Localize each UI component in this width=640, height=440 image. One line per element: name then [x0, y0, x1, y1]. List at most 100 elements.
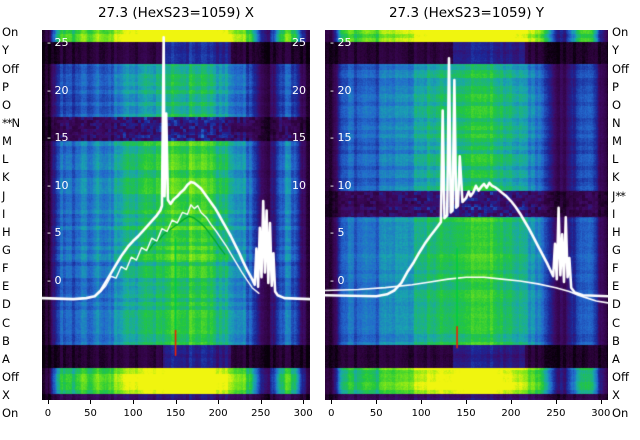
- selected-channel-marker: **: [2, 116, 12, 131]
- channel-label-text: Y: [2, 43, 10, 58]
- channel-label-text: H: [612, 224, 621, 239]
- left-channel-column: On Y Off P O ** N M L K J I H G F E D C B A Off X On: [2, 24, 40, 423]
- channel-label-text: M: [612, 134, 622, 149]
- channel-label-text: G: [612, 243, 621, 257]
- x-tick-label: 0: [328, 408, 335, 419]
- channel-label-text: On: [2, 406, 19, 421]
- channel-label-left-10-I: I: [2, 205, 40, 223]
- channel-label-right-9-J: J **: [612, 187, 639, 205]
- channel-label-left-8-K: K: [2, 169, 40, 187]
- channel-label-text: K: [612, 170, 620, 185]
- channel-label-text: K: [2, 170, 10, 185]
- x-tick-label: 300: [591, 408, 611, 419]
- x-tick-label: 200: [208, 408, 228, 419]
- channel-label-left-13-F: F: [2, 260, 40, 278]
- channel-label-text: On: [612, 25, 629, 40]
- x-tick-mark: [47, 400, 49, 404]
- x-tick-label: 250: [251, 408, 271, 419]
- channel-label-text: Off: [612, 369, 629, 384]
- channel-label-text: F: [2, 261, 9, 276]
- x-tick-label: 100: [123, 408, 143, 419]
- x-tick-label: 250: [546, 408, 566, 419]
- y-tick-label: - 0: [47, 274, 62, 287]
- channel-label-text: On: [2, 25, 19, 40]
- x-tick-mark: [175, 400, 177, 404]
- y-tick-label: - 20: [330, 83, 352, 97]
- channel-label-right-14-E: E: [612, 278, 639, 296]
- channel-label-right-2-Off: Off: [612, 60, 639, 78]
- channel-label-right-12-G: G: [612, 242, 639, 260]
- channel-label-left-20-X: X: [2, 387, 40, 405]
- y-tick-label: - 10: [330, 178, 352, 192]
- heatmap-canvas-x: [42, 30, 310, 400]
- channel-label-left-11-H: H: [2, 224, 40, 242]
- channel-label-left-2-Off: Off: [2, 60, 40, 78]
- channel-label-text: A: [612, 351, 620, 366]
- channel-label-text: D: [2, 297, 11, 312]
- heatmap-canvas-y: [325, 30, 608, 400]
- channel-label-text: C: [612, 315, 621, 330]
- channel-label-text: B: [612, 333, 620, 348]
- x-tick-mark: [218, 400, 220, 404]
- x-tick-mark: [331, 400, 333, 404]
- channel-label-right-16-C: C: [612, 314, 639, 332]
- channel-label-left-6-M: M: [2, 133, 40, 151]
- channel-label-right-3-P: P: [612, 78, 639, 96]
- y-tick-label-right: 25: [292, 36, 306, 49]
- y-tick-label-right: 20: [292, 83, 306, 97]
- x-tick-mark: [600, 400, 602, 404]
- channel-label-left-19-Off: Off: [2, 369, 40, 387]
- panel-title-y: 27.3 (HexS23=1059) Y: [388, 5, 545, 21]
- channel-label-text: D: [612, 297, 621, 312]
- channel-label-text: L: [2, 152, 9, 167]
- y-tick-label: - 15: [47, 131, 69, 145]
- channel-label-text: J: [2, 188, 6, 203]
- x-tick-mark: [466, 400, 468, 404]
- y-tick-label: - 0: [330, 274, 345, 287]
- channel-label-right-20-X: X: [612, 387, 639, 405]
- y-tick-label-right: 15: [292, 131, 306, 145]
- channel-label-left-5-N: ** N: [2, 115, 40, 133]
- channel-label-text: N: [612, 116, 621, 131]
- channel-label-left-9-J: J: [2, 187, 40, 205]
- channel-label-left-17-B: B: [2, 332, 40, 350]
- channel-label-text: Off: [612, 61, 629, 76]
- channel-label-left-15-D: D: [2, 296, 40, 314]
- channel-label-left-4-O: O: [2, 97, 40, 115]
- channel-label-right-8-K: K: [612, 169, 639, 187]
- channel-label-right-21-On: On: [612, 405, 639, 423]
- channel-label-right-1-Y: Y: [612, 42, 639, 60]
- y-tick-label-right: 10: [292, 178, 306, 192]
- channel-label-text: A: [2, 351, 10, 366]
- heatmap-panel-y: - 25 - 20 - 15 - 10 - 5 - 0 0 50 100 150 200 250 300: [325, 30, 610, 419]
- channel-label-text: X: [2, 388, 10, 403]
- channel-label-right-5-N: N: [612, 115, 639, 133]
- channel-label-right-18-A: A: [612, 351, 639, 369]
- channel-label-text: Off: [2, 61, 19, 76]
- channel-label-text: N: [11, 116, 21, 131]
- selected-channel-marker: **: [615, 188, 625, 203]
- channel-label-text: C: [2, 315, 11, 330]
- channel-label-left-0-On: On: [2, 24, 40, 42]
- x-tick-label: 50: [84, 408, 97, 419]
- channel-label-left-3-P: P: [2, 78, 40, 96]
- channel-label-right-4-O: O: [612, 97, 639, 115]
- channel-label-right-19-Off: Off: [612, 369, 639, 387]
- channel-label-text: Y: [612, 43, 620, 58]
- channel-label-text: B: [2, 333, 10, 348]
- x-tick-label: 300: [293, 408, 313, 419]
- x-tick-mark: [133, 400, 135, 404]
- channel-label-right-7-L: L: [612, 151, 639, 169]
- channel-label-text: J: [612, 188, 616, 203]
- channel-label-text: O: [2, 97, 12, 112]
- channel-label-left-18-A: A: [2, 351, 40, 369]
- channel-label-text: P: [2, 79, 9, 94]
- x-tick-mark: [510, 400, 512, 404]
- channel-label-text: E: [2, 279, 10, 294]
- channel-label-right-0-On: On: [612, 24, 639, 42]
- channel-label-right-11-H: H: [612, 224, 639, 242]
- x-tick-label: 200: [501, 408, 521, 419]
- channel-label-right-10-I: I: [612, 205, 639, 223]
- x-tick-mark: [555, 400, 557, 404]
- channel-label-left-21-On: On: [2, 405, 40, 423]
